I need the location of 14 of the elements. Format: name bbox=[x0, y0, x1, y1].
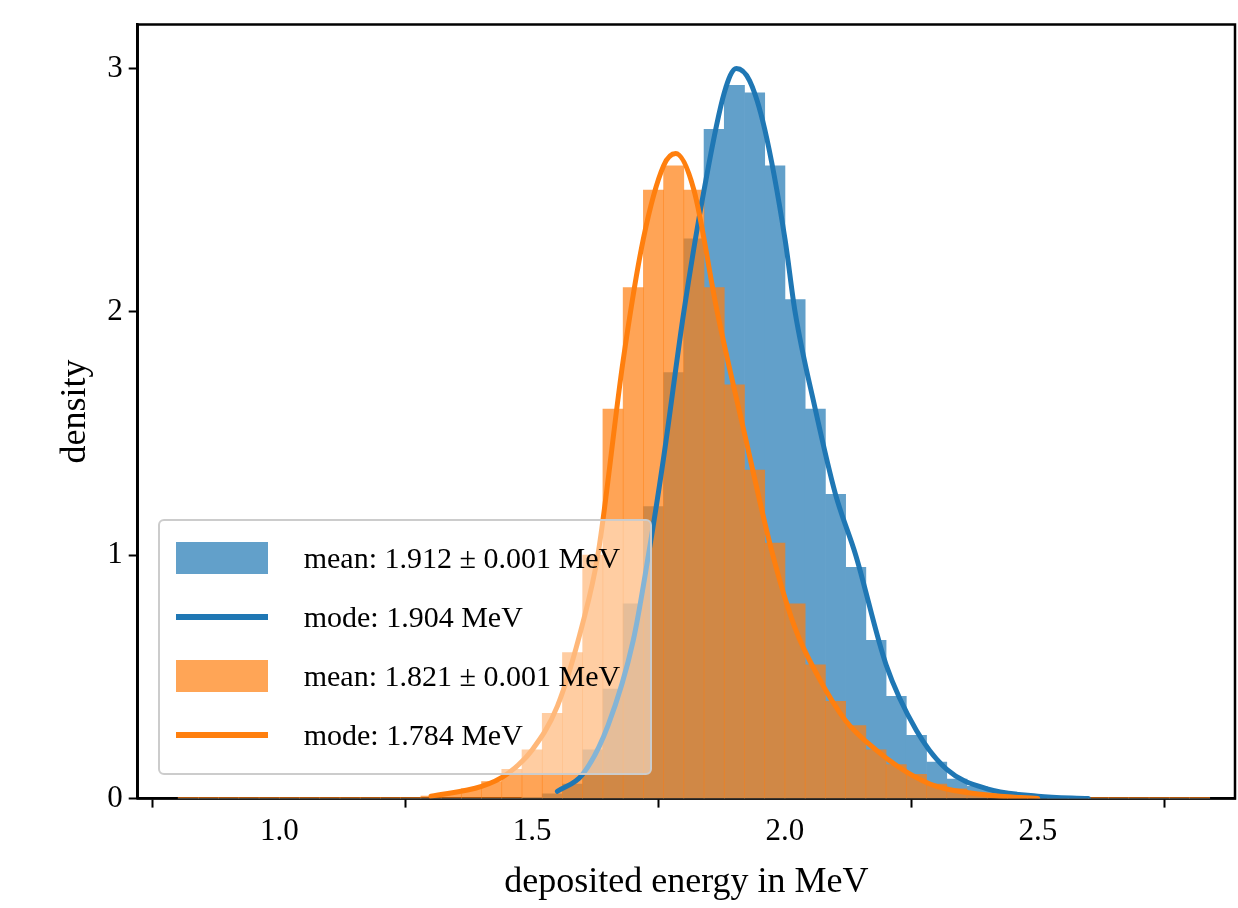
x-tick-label: 1.5 bbox=[512, 812, 552, 848]
legend-label: mode: 1.784 MeV bbox=[303, 718, 523, 753]
x-tick-label: 1.0 bbox=[259, 812, 299, 848]
y-tick-label: 0 bbox=[107, 778, 123, 814]
legend-label: mean: 1.912 ± 0.001 MeV bbox=[303, 541, 621, 576]
y-tick-label: 3 bbox=[107, 48, 123, 84]
legend-label: mean: 1.821 ± 0.001 MeV bbox=[303, 659, 621, 694]
x-tick-label: 2.0 bbox=[765, 812, 805, 848]
y-tick-label: 2 bbox=[107, 291, 123, 327]
legend-label: mode: 1.904 MeV bbox=[303, 600, 523, 635]
y-axis-title: density bbox=[53, 359, 94, 464]
x-tick-label: 2.5 bbox=[1018, 812, 1058, 848]
y-tick-label: 1 bbox=[107, 535, 123, 571]
x-axis-title: deposited energy in MeV bbox=[504, 859, 869, 900]
